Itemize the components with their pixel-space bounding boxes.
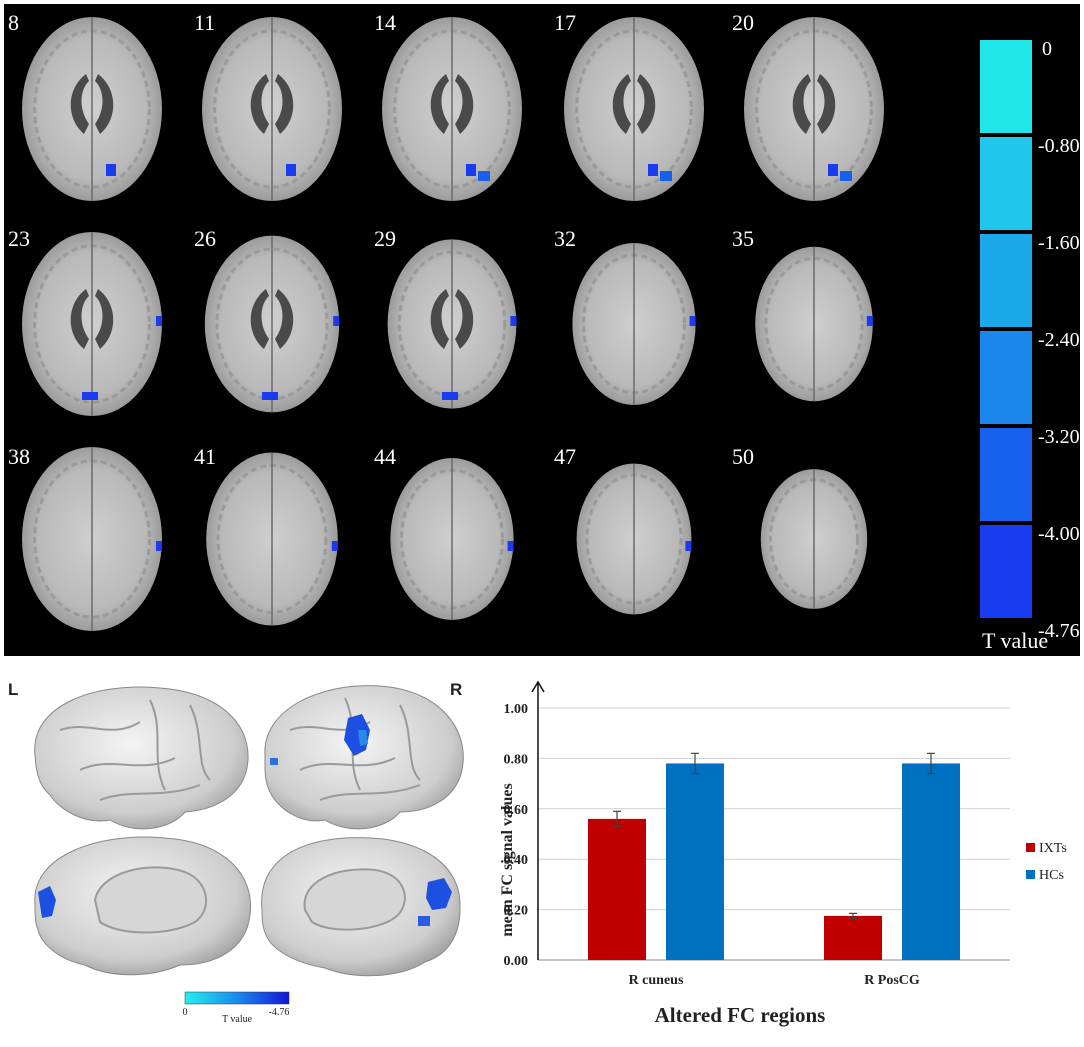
axial-slice — [204, 235, 340, 413]
error-bar — [613, 810, 621, 828]
slice-number: 17 — [554, 10, 576, 35]
colorbar-tick-label: -4.76 — [1038, 620, 1080, 642]
y-tick-label: 0.20 — [504, 904, 529, 919]
legend-label: HCs — [1039, 868, 1064, 883]
axial-slice — [22, 17, 162, 201]
error-bar — [691, 752, 699, 775]
medial-right-hemisphere — [261, 837, 461, 977]
category-label: R cuneus — [629, 973, 684, 988]
surface-render-svg: 0 -4.76 T value — [34, 685, 464, 1025]
slice-number: 11 — [194, 10, 216, 35]
category-label: R PosCG — [864, 973, 920, 988]
surface-render-panel: L R — [0, 660, 470, 1042]
x-axis-label: Altered FC regions — [655, 1003, 826, 1027]
colorbar-tick-label: 0 — [1042, 38, 1052, 60]
axial-slice — [202, 17, 342, 201]
axial-slices-panel: 8 11 14 17 20 23 26 29 32 35 38 41 44 47 50 0 -0.80 -1.6… — [4, 4, 1080, 656]
axial-slice — [22, 232, 162, 416]
colorbar-segment — [980, 525, 1032, 618]
error-bar — [927, 752, 935, 775]
colorbar-segment — [980, 331, 1032, 424]
legend-label: IXTs — [1039, 841, 1067, 856]
bar-ixts-1 — [824, 915, 882, 960]
legend-swatch — [1026, 843, 1035, 852]
axial-slice — [572, 243, 696, 405]
y-tick-label: 0.80 — [504, 752, 529, 767]
colorbar-title: T value — [982, 628, 1049, 653]
colorbar-segment — [980, 137, 1032, 230]
surface-colorbar — [184, 991, 290, 1005]
slice-number: 32 — [554, 226, 576, 251]
y-tick-label: 1.00 — [504, 702, 529, 717]
axial-slice — [382, 17, 522, 201]
slice-number: 44 — [374, 444, 396, 469]
axial-slices-svg — [22, 17, 1032, 631]
y-tick-label: 0.00 — [504, 954, 529, 969]
colorbar-tick-label: -2.40 — [1038, 329, 1080, 351]
y-tick-label: 0.40 — [504, 853, 529, 868]
slice-number: 41 — [194, 444, 216, 469]
colorbar-segment — [980, 428, 1032, 521]
axial-slice — [564, 17, 704, 201]
slice-number: 14 — [374, 10, 396, 35]
slice-number: 8 — [8, 10, 19, 35]
bar-hcs-1 — [902, 763, 960, 960]
colorbar-tick-label: -4.00 — [1038, 523, 1080, 545]
lateral-right-hemisphere — [264, 685, 464, 830]
surface-scale-max: -4.76 — [269, 1007, 290, 1018]
slice-number: 29 — [374, 226, 396, 251]
y-axis-label: mean FC signal values — [499, 783, 516, 936]
bar-ixts-0 — [588, 818, 646, 960]
colorbar-tick-label: -1.60 — [1038, 232, 1080, 254]
y-axis-arrow — [531, 680, 545, 693]
surface-scale-min: 0 — [183, 1007, 188, 1018]
error-bar — [849, 912, 857, 920]
legend-swatch — [1026, 870, 1035, 879]
axial-slice — [576, 463, 692, 615]
axial-slice — [387, 239, 517, 409]
right-hemisphere-label: R — [450, 680, 463, 699]
slice-number: 47 — [554, 444, 576, 469]
slice-number: 20 — [732, 10, 754, 35]
bar-hcs-0 — [666, 763, 724, 960]
bar-chart-svg: 0.00 0.20 0.40 0.60 0.80 1.00 R cuneus R PosCG… — [499, 680, 1067, 1027]
slice-number: 23 — [8, 226, 30, 251]
slice-number: 26 — [194, 226, 216, 251]
colorbar-tick-label: -3.20 — [1038, 426, 1080, 448]
colorbar-segment — [980, 40, 1032, 133]
bar-chart-panel: 0.00 0.20 0.40 0.60 0.80 1.00 R cuneus R PosCG… — [470, 660, 1084, 1042]
surface-scale-title: T value — [222, 1014, 253, 1025]
axial-slice — [744, 17, 884, 201]
axial-slice — [390, 458, 514, 620]
left-hemisphere-label: L — [8, 680, 19, 699]
slice-number: 38 — [8, 444, 30, 469]
medial-left-hemisphere — [34, 836, 252, 976]
colorbar-segment — [980, 234, 1032, 327]
lateral-left-hemisphere — [34, 686, 249, 830]
y-tick-label: 0.60 — [504, 803, 529, 818]
axial-slice — [760, 469, 868, 609]
axial-slice — [755, 246, 873, 402]
slice-number: 35 — [732, 226, 754, 251]
axial-slice — [206, 452, 338, 626]
axial-slice — [22, 447, 162, 631]
colorbar-tick-label: -0.80 — [1038, 135, 1080, 157]
slice-number: 50 — [732, 444, 754, 469]
